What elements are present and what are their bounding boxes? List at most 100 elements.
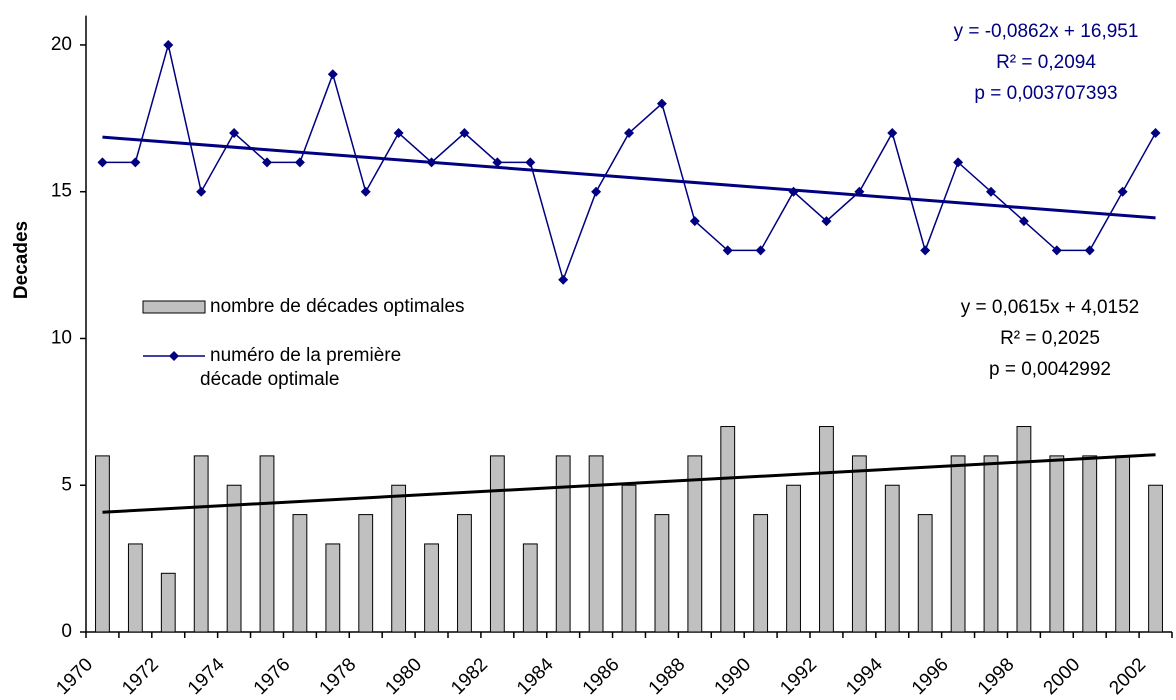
marker xyxy=(821,216,832,227)
bar xyxy=(884,484,900,633)
marker xyxy=(196,186,207,197)
marker xyxy=(558,274,569,285)
annotation: p = 0,003707393 xyxy=(974,83,1117,104)
marker xyxy=(327,69,338,80)
marker xyxy=(1084,245,1095,256)
line xyxy=(102,44,1157,283)
bar xyxy=(555,455,571,633)
y-tick-label: 20 xyxy=(51,34,72,55)
annotation: y = -0,0862x + 16,951 xyxy=(954,21,1139,42)
bar xyxy=(851,455,867,633)
legend-swatch xyxy=(142,300,206,314)
bar xyxy=(160,572,176,633)
x-tick-label: 1994 xyxy=(842,654,887,699)
marker xyxy=(689,216,700,227)
marker xyxy=(953,157,964,168)
bar xyxy=(358,514,374,633)
bar xyxy=(753,514,769,633)
bar xyxy=(917,514,933,633)
marker xyxy=(525,157,536,168)
x-tick-label: 1988 xyxy=(645,654,690,699)
bar xyxy=(654,514,670,633)
x-tick-label: 1980 xyxy=(381,654,426,699)
marker xyxy=(130,157,141,168)
bar xyxy=(95,455,110,633)
bar xyxy=(1049,455,1065,633)
bar xyxy=(983,455,999,633)
bar xyxy=(424,543,439,633)
marker xyxy=(97,157,108,168)
x-tick-label: 1978 xyxy=(316,654,361,699)
x-tick-label: 1984 xyxy=(513,654,558,699)
legend-label: nombre de décades optimales xyxy=(210,296,465,317)
marker xyxy=(262,157,272,168)
trendline xyxy=(102,453,1156,514)
annotation: R² = 0,2094 xyxy=(996,52,1096,73)
bar xyxy=(588,455,604,633)
bar xyxy=(325,543,341,633)
marker xyxy=(1150,128,1161,139)
x-tick-label: 1998 xyxy=(974,654,1019,699)
x-tick-label: 2000 xyxy=(1040,654,1085,699)
x-tick-label: 1972 xyxy=(118,654,163,699)
trendline xyxy=(102,135,1156,220)
marker xyxy=(656,98,667,109)
x-tick-label: 1976 xyxy=(250,654,295,699)
marker xyxy=(360,186,371,197)
marker xyxy=(1051,245,1062,256)
bar xyxy=(720,426,736,633)
marker xyxy=(986,186,996,197)
marker xyxy=(294,157,305,168)
x-tick-label: 2002 xyxy=(1105,654,1150,699)
marker xyxy=(163,39,174,50)
y-axis-label: Decades xyxy=(11,221,32,299)
bar xyxy=(259,455,275,633)
bar xyxy=(127,543,143,633)
marker xyxy=(1117,186,1128,197)
bar xyxy=(457,514,472,633)
bar xyxy=(292,514,308,633)
legend-label: numéro de la première décade optimale xyxy=(200,345,402,390)
marker xyxy=(887,128,898,139)
bar xyxy=(1115,455,1131,633)
y-tick-label: 0 xyxy=(61,621,72,642)
x-tick-label: 1996 xyxy=(908,654,953,699)
bar xyxy=(193,455,209,633)
bar xyxy=(489,455,505,633)
bar xyxy=(1148,484,1163,633)
annotation: y = 0,0615x + 4,0152 xyxy=(961,297,1140,318)
x-tick-label: 1974 xyxy=(184,654,229,699)
bar xyxy=(621,484,637,633)
marker xyxy=(393,128,404,139)
x-tick-label: 1970 xyxy=(52,654,97,699)
bar xyxy=(687,455,703,633)
legend-marker xyxy=(169,351,179,361)
bar xyxy=(819,426,834,633)
x-tick-label: 1990 xyxy=(711,654,756,699)
y-tick-label: 10 xyxy=(51,327,72,348)
marker xyxy=(624,128,634,139)
x-tick-label: 1982 xyxy=(447,654,492,699)
bar xyxy=(950,455,966,633)
bar xyxy=(226,484,242,633)
y-tick-label: 5 xyxy=(61,474,72,495)
marker xyxy=(1018,216,1029,227)
marker xyxy=(722,245,733,256)
x-tick-label: 1986 xyxy=(579,654,624,699)
bar xyxy=(786,484,801,633)
marker xyxy=(591,186,602,197)
marker xyxy=(920,245,931,256)
marker xyxy=(755,245,766,256)
bar xyxy=(522,543,538,633)
marker xyxy=(492,157,503,168)
marker xyxy=(459,128,470,139)
x-tick-label: 1992 xyxy=(776,654,821,699)
annotation: p = 0,0042992 xyxy=(989,359,1111,380)
marker xyxy=(229,128,240,139)
annotation: R² = 0,2025 xyxy=(1000,328,1100,349)
bar xyxy=(1082,455,1098,633)
bar xyxy=(391,484,407,633)
bar xyxy=(1016,426,1032,633)
